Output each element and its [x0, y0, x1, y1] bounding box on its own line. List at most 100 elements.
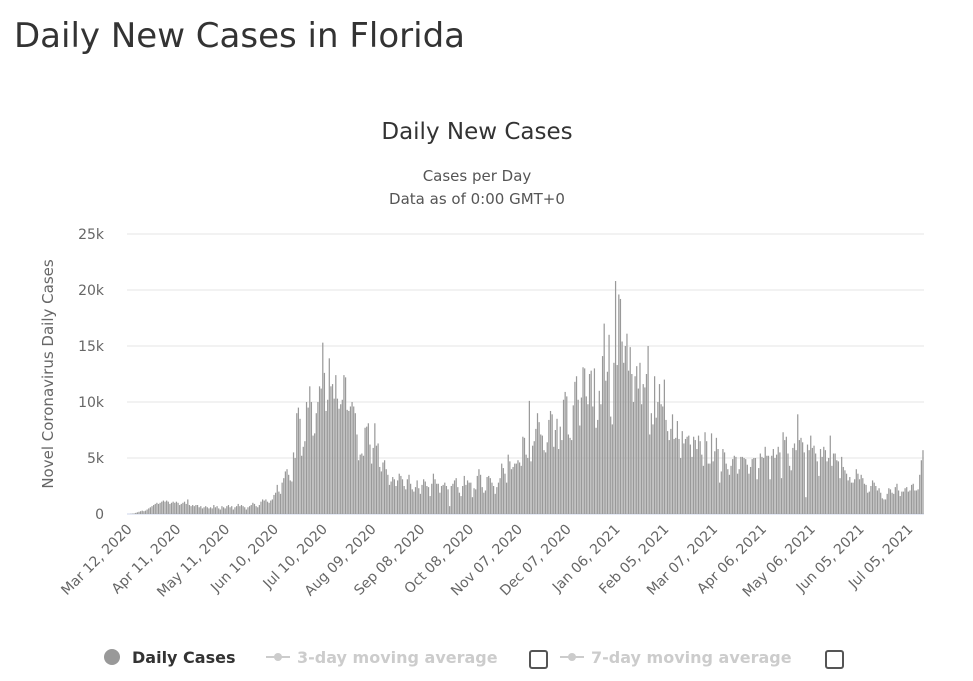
checkbox-3-day-average[interactable] [529, 650, 548, 669]
bar [802, 442, 804, 514]
bar [479, 474, 482, 514]
legend-item-daily-cases[interactable]: Daily Cases [104, 648, 235, 667]
bar [229, 507, 231, 514]
bar [619, 298, 622, 514]
bar [340, 404, 342, 514]
bar [793, 443, 796, 514]
bar [439, 492, 441, 514]
bar [523, 437, 526, 514]
bar [405, 489, 407, 514]
bar [717, 449, 719, 514]
page-title: Daily New Cases in Florida [14, 16, 465, 56]
bar [541, 435, 543, 514]
bar [836, 460, 838, 514]
bar [536, 413, 539, 514]
bar [344, 377, 347, 514]
bar [200, 506, 202, 514]
bar [749, 466, 752, 514]
bar [584, 368, 586, 514]
bar [166, 500, 168, 514]
bar [535, 428, 537, 514]
bar [592, 406, 594, 514]
bar [390, 481, 392, 514]
bar [263, 500, 265, 514]
bar [834, 453, 836, 514]
bar [678, 438, 680, 514]
bar [414, 487, 417, 514]
bar [501, 463, 503, 514]
chart-title: Daily New Cases [381, 119, 572, 145]
checkbox-7-day-average[interactable] [825, 650, 844, 669]
bar [419, 493, 422, 514]
bar [603, 323, 605, 514]
bar [725, 463, 727, 514]
bar [156, 502, 158, 514]
bar [167, 501, 169, 514]
bar [488, 475, 490, 514]
bar [502, 468, 504, 514]
bar [141, 510, 143, 514]
bar [262, 499, 264, 514]
bar [195, 505, 197, 514]
bar [453, 480, 456, 514]
bar [680, 458, 682, 514]
bar [597, 419, 599, 514]
bar [346, 409, 348, 514]
bar [338, 408, 340, 514]
bar [310, 402, 313, 514]
bar [140, 511, 142, 514]
bar [899, 496, 901, 514]
bar [348, 410, 350, 514]
bar [410, 483, 412, 514]
bar [426, 486, 428, 514]
bar [361, 453, 363, 514]
bar [366, 426, 368, 514]
legend-label-daily-cases: Daily Cases [132, 648, 235, 667]
bar [782, 432, 784, 514]
bar [481, 487, 483, 514]
bar [893, 493, 895, 514]
bar [719, 482, 721, 514]
bar [164, 501, 166, 514]
bar [213, 505, 215, 514]
bar [452, 483, 454, 514]
bar [839, 478, 841, 514]
bar [450, 486, 452, 514]
bar [520, 465, 522, 514]
bar [478, 469, 480, 514]
bar [748, 473, 750, 514]
bar [257, 507, 259, 514]
bar [370, 463, 373, 514]
bar [266, 501, 269, 514]
bar [449, 506, 451, 514]
bar [623, 362, 625, 514]
bar [906, 487, 908, 514]
bar [497, 482, 500, 514]
bar [745, 459, 747, 514]
bar [382, 462, 384, 514]
bar [504, 473, 506, 514]
bar [499, 478, 501, 514]
bar [317, 402, 319, 514]
legend-item-7-day-average[interactable]: 7-day moving average [560, 648, 792, 667]
bar [492, 486, 495, 514]
bar [416, 480, 418, 514]
bar [600, 404, 602, 514]
bar [209, 507, 212, 514]
bar [159, 502, 161, 514]
bar [146, 509, 148, 514]
bar [403, 486, 405, 514]
bar [699, 441, 701, 514]
bar [697, 435, 700, 514]
bar [284, 471, 286, 514]
bar [227, 505, 230, 514]
bar [463, 475, 465, 514]
bar [670, 428, 672, 514]
bar [766, 455, 768, 514]
legend-item-3-day-average[interactable]: 3-day moving average [266, 648, 498, 667]
bar [821, 456, 823, 514]
bar [800, 437, 802, 514]
bar [548, 419, 550, 514]
bar [634, 376, 636, 514]
bar [618, 294, 620, 514]
